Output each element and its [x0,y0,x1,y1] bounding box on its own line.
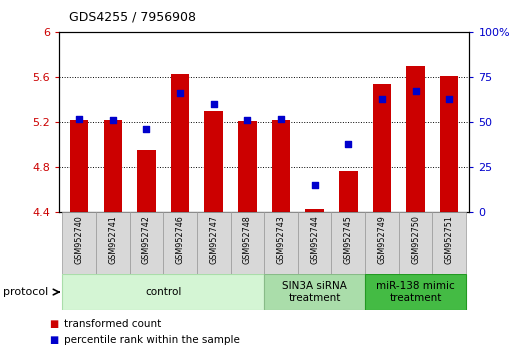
Text: GSM952748: GSM952748 [243,215,252,264]
Bar [365,274,466,310]
Point [310,183,319,188]
Bar [63,274,264,310]
Bar [63,212,96,274]
Point [445,96,453,102]
Bar [70,120,88,212]
Point [142,126,150,132]
Text: GSM952749: GSM952749 [378,215,386,264]
Text: GSM952750: GSM952750 [411,215,420,264]
Text: GSM952741: GSM952741 [108,215,117,264]
Text: GSM952744: GSM952744 [310,215,319,264]
Bar [339,171,358,212]
Bar [432,212,466,274]
Text: ■: ■ [49,319,58,329]
Text: protocol: protocol [3,287,48,297]
Bar [440,76,459,212]
Bar [137,150,156,212]
Text: GSM952746: GSM952746 [175,215,185,264]
Bar [197,212,230,274]
Bar [298,212,331,274]
Bar [372,84,391,212]
Bar [365,212,399,274]
Text: GSM952742: GSM952742 [142,215,151,264]
Text: GSM952751: GSM952751 [445,215,453,264]
Point [344,141,352,147]
Bar [104,120,122,212]
Bar [272,120,290,212]
Text: percentile rank within the sample: percentile rank within the sample [64,335,240,345]
Bar [238,121,256,212]
Point [378,96,386,102]
Text: GDS4255 / 7956908: GDS4255 / 7956908 [69,10,196,23]
Bar [264,212,298,274]
Bar [264,274,365,310]
Point [210,101,218,107]
Text: control: control [145,287,182,297]
Point [176,90,184,96]
Bar [406,66,425,212]
Point [109,118,117,123]
Bar [230,212,264,274]
Text: GSM952745: GSM952745 [344,215,353,264]
Bar [163,212,197,274]
Text: miR-138 mimic
treatment: miR-138 mimic treatment [376,281,455,303]
Bar [96,212,130,274]
Bar [399,212,432,274]
Bar [171,74,189,212]
Text: transformed count: transformed count [64,319,162,329]
Point [277,116,285,121]
Text: ■: ■ [49,335,58,345]
Bar [331,212,365,274]
Text: GSM952747: GSM952747 [209,215,218,264]
Bar [205,111,223,212]
Bar [305,209,324,212]
Point [243,118,251,123]
Text: SIN3A siRNA
treatment: SIN3A siRNA treatment [282,281,347,303]
Bar [130,212,163,274]
Text: GSM952743: GSM952743 [277,215,286,264]
Text: GSM952740: GSM952740 [75,215,84,264]
Point [411,88,420,94]
Point [75,116,83,121]
